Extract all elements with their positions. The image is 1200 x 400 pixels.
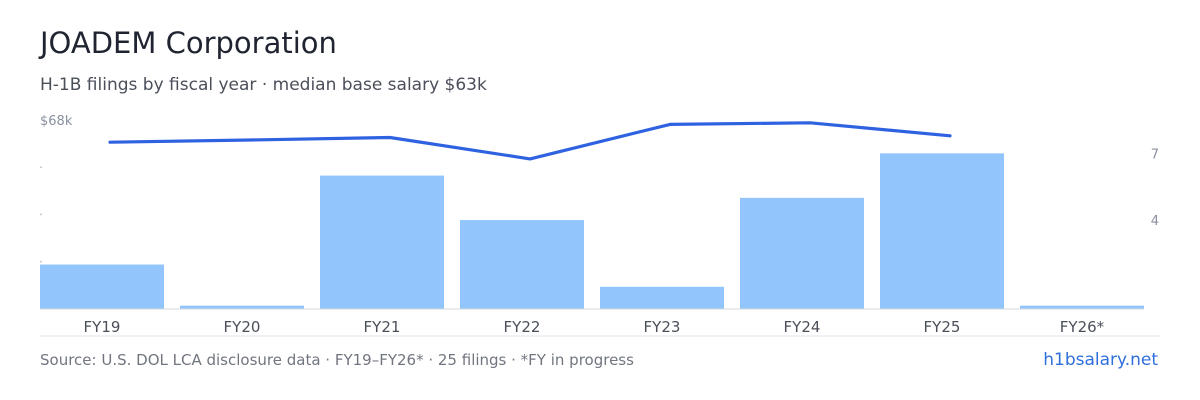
x-tick-label: FY21 xyxy=(364,318,401,336)
bar-FY26 xyxy=(1020,305,1144,309)
chart-subtitle: H-1B filings by fiscal year · median bas… xyxy=(40,75,487,95)
x-tick-label: FY23 xyxy=(644,318,681,336)
bar-FY23 xyxy=(600,286,724,309)
y-left-top-label: $68k xyxy=(40,114,73,129)
x-tick-label: FY24 xyxy=(784,318,821,336)
y-left-tick-dot xyxy=(40,213,42,216)
footer: Source: U.S. DOL LCA disclosure data · F… xyxy=(40,350,1158,370)
source-note: Source: U.S. DOL LCA disclosure data · F… xyxy=(40,351,634,369)
y-left-tick-dot xyxy=(40,166,42,169)
bar-FY19 xyxy=(40,264,164,309)
h1b-chart: $68k 74 FY19 FY20 FY21 FY22 FY23 FY24 FY25 FY26… xyxy=(40,114,1160,337)
x-tick-label: FY19 xyxy=(84,318,121,336)
x-tick-label: FY25 xyxy=(924,318,961,336)
site-link[interactable]: h1bsalary.net xyxy=(1043,350,1158,370)
chart-title: JOADEM Corporation xyxy=(40,26,337,60)
x-tick-label: FY26* xyxy=(1060,318,1105,336)
bar-FY24 xyxy=(740,197,864,309)
bar-FY21 xyxy=(320,175,444,309)
bars-group xyxy=(40,153,1144,309)
y-right-tick-label: 4 xyxy=(1151,214,1159,229)
x-tick-label: FY22 xyxy=(504,318,541,336)
x-tick-label: FY20 xyxy=(224,318,261,336)
y-right-tick-label: 7 xyxy=(1151,147,1159,162)
y-left-tick-marks xyxy=(40,166,42,263)
bar-FY20 xyxy=(180,305,304,309)
y-right-ticks: 74 xyxy=(1151,147,1159,229)
y-left-tick-dot xyxy=(40,260,42,263)
bar-FY22 xyxy=(460,220,584,309)
salary-line xyxy=(108,121,952,161)
x-tick-labels: FY19 FY20 FY21 FY22 FY23 FY24 FY25 FY26* xyxy=(84,318,1105,336)
bar-FY25 xyxy=(880,153,1004,309)
